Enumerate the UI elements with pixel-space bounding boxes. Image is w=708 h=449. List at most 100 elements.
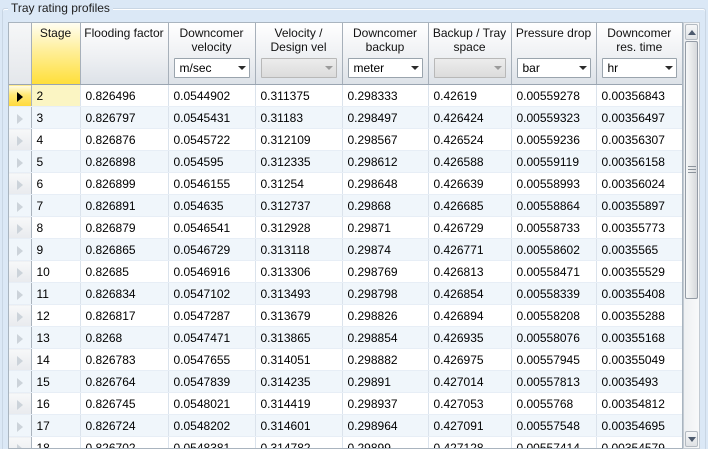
cell-backup_tray_space[interactable]: 0.426524 bbox=[428, 128, 512, 151]
cell-stage[interactable]: 4 bbox=[31, 128, 81, 151]
cell-downcomer_res_time[interactable]: 0.00355529 bbox=[596, 260, 682, 283]
cell-downcomer_velocity[interactable]: 0.0547287 bbox=[168, 304, 256, 327]
cell-stage[interactable]: 6 bbox=[31, 172, 81, 195]
cell-stage[interactable]: 12 bbox=[31, 304, 81, 327]
cell-flooding_factor[interactable]: 0.826702 bbox=[80, 436, 169, 448]
scroll-up-button[interactable] bbox=[685, 24, 698, 40]
cell-downcomer_res_time[interactable]: 0.00356843 bbox=[596, 84, 682, 107]
cell-downcomer_backup[interactable]: 0.298882 bbox=[342, 348, 429, 371]
cell-velocity_design_vel[interactable]: 0.312109 bbox=[255, 128, 343, 151]
cell-downcomer_velocity[interactable]: 0.0545431 bbox=[168, 106, 256, 129]
row-selector[interactable] bbox=[9, 304, 32, 327]
cell-downcomer_velocity[interactable]: 0.0547471 bbox=[168, 326, 256, 349]
cell-backup_tray_space[interactable]: 0.426975 bbox=[428, 348, 512, 371]
row-selector[interactable] bbox=[9, 194, 32, 217]
cell-downcomer_backup[interactable]: 0.29868 bbox=[342, 194, 429, 217]
cell-downcomer_res_time[interactable]: 0.00356158 bbox=[596, 150, 682, 173]
unit-selector-downcomer-res-time[interactable]: hr bbox=[601, 58, 677, 78]
cell-pressure_drop[interactable]: 0.00558076 bbox=[511, 326, 597, 349]
column-header-flooding-factor[interactable]: Flooding factor bbox=[80, 23, 169, 85]
cell-backup_tray_space[interactable]: 0.427091 bbox=[428, 414, 512, 437]
cell-downcomer_velocity[interactable]: 0.0548381 bbox=[168, 436, 256, 448]
cell-flooding_factor[interactable]: 0.826898 bbox=[80, 150, 169, 173]
cell-downcomer_backup[interactable]: 0.298964 bbox=[342, 414, 429, 437]
cell-downcomer_velocity[interactable]: 0.0545722 bbox=[168, 128, 256, 151]
cell-flooding_factor[interactable]: 0.826879 bbox=[80, 216, 169, 239]
cell-backup_tray_space[interactable]: 0.426854 bbox=[428, 282, 512, 305]
cell-downcomer_res_time[interactable]: 0.00356307 bbox=[596, 128, 682, 151]
row-selector[interactable] bbox=[9, 414, 32, 437]
cell-backup_tray_space[interactable]: 0.42619 bbox=[428, 84, 512, 107]
cell-flooding_factor[interactable]: 0.826817 bbox=[80, 304, 169, 327]
cell-velocity_design_vel[interactable]: 0.31254 bbox=[255, 172, 343, 195]
cell-downcomer_velocity[interactable]: 0.0547102 bbox=[168, 282, 256, 305]
scroll-down-button[interactable] bbox=[685, 431, 698, 447]
column-header-backup-tray-space[interactable]: Backup / Tray space bbox=[428, 23, 512, 85]
row-selector[interactable] bbox=[9, 172, 32, 195]
cell-downcomer_velocity[interactable]: 0.0547655 bbox=[168, 348, 256, 371]
column-header-stage[interactable]: Stage bbox=[31, 23, 81, 85]
row-selector[interactable] bbox=[9, 392, 32, 415]
row-selector[interactable] bbox=[9, 282, 32, 305]
cell-downcomer_velocity[interactable]: 0.0548021 bbox=[168, 392, 256, 415]
cell-downcomer_res_time[interactable]: 0.00355773 bbox=[596, 216, 682, 239]
cell-flooding_factor[interactable]: 0.826724 bbox=[80, 414, 169, 437]
cell-downcomer_backup[interactable]: 0.298798 bbox=[342, 282, 429, 305]
cell-downcomer_res_time[interactable]: 0.00355897 bbox=[596, 194, 682, 217]
cell-flooding_factor[interactable]: 0.82685 bbox=[80, 260, 169, 283]
cell-downcomer_res_time[interactable]: 0.00355049 bbox=[596, 348, 682, 371]
cell-pressure_drop[interactable]: 0.00558471 bbox=[511, 260, 597, 283]
cell-stage[interactable]: 7 bbox=[31, 194, 81, 217]
cell-velocity_design_vel[interactable]: 0.314601 bbox=[255, 414, 343, 437]
cell-pressure_drop[interactable]: 0.00558993 bbox=[511, 172, 597, 195]
cell-stage[interactable]: 17 bbox=[31, 414, 81, 437]
cell-downcomer_backup[interactable]: 0.29891 bbox=[342, 370, 429, 393]
cell-stage[interactable]: 3 bbox=[31, 106, 81, 129]
cell-downcomer_backup[interactable]: 0.298333 bbox=[342, 84, 429, 107]
cell-velocity_design_vel[interactable]: 0.314051 bbox=[255, 348, 343, 371]
cell-downcomer_backup[interactable]: 0.29874 bbox=[342, 238, 429, 261]
scrollbar-thumb[interactable] bbox=[685, 41, 698, 299]
cell-pressure_drop[interactable]: 0.0055768 bbox=[511, 392, 597, 415]
cell-pressure_drop[interactable]: 0.00558864 bbox=[511, 194, 597, 217]
cell-downcomer_velocity[interactable]: 0.0546729 bbox=[168, 238, 256, 261]
cell-downcomer_res_time[interactable]: 0.00354812 bbox=[596, 392, 682, 415]
cell-downcomer_res_time[interactable]: 0.00355168 bbox=[596, 326, 682, 349]
unit-selector-downcomer-backup[interactable]: meter bbox=[347, 58, 423, 78]
cell-flooding_factor[interactable]: 0.826797 bbox=[80, 106, 169, 129]
cell-velocity_design_vel[interactable]: 0.314419 bbox=[255, 392, 343, 415]
cell-backup_tray_space[interactable]: 0.426588 bbox=[428, 150, 512, 173]
column-header-downcomer-velocity[interactable]: Downcomer velocity m/sec bbox=[168, 23, 256, 85]
cell-velocity_design_vel[interactable]: 0.311375 bbox=[255, 84, 343, 107]
column-header-downcomer-res-time[interactable]: Downcomer res. time hr bbox=[596, 23, 682, 85]
cell-stage[interactable]: 2 bbox=[31, 84, 81, 107]
cell-downcomer_res_time[interactable]: 0.00354695 bbox=[596, 414, 682, 437]
cell-backup_tray_space[interactable]: 0.426894 bbox=[428, 304, 512, 327]
cell-velocity_design_vel[interactable]: 0.313306 bbox=[255, 260, 343, 283]
cell-flooding_factor[interactable]: 0.826783 bbox=[80, 348, 169, 371]
cell-velocity_design_vel[interactable]: 0.313679 bbox=[255, 304, 343, 327]
cell-velocity_design_vel[interactable]: 0.312737 bbox=[255, 194, 343, 217]
cell-downcomer_backup[interactable]: 0.29871 bbox=[342, 216, 429, 239]
cell-downcomer_backup[interactable]: 0.298567 bbox=[342, 128, 429, 151]
cell-velocity_design_vel[interactable]: 0.313493 bbox=[255, 282, 343, 305]
cell-pressure_drop[interactable]: 0.00557813 bbox=[511, 370, 597, 393]
cell-downcomer_backup[interactable]: 0.298937 bbox=[342, 392, 429, 415]
cell-flooding_factor[interactable]: 0.826899 bbox=[80, 172, 169, 195]
row-selector[interactable] bbox=[9, 84, 32, 107]
cell-backup_tray_space[interactable]: 0.426729 bbox=[428, 216, 512, 239]
row-selector[interactable] bbox=[9, 216, 32, 239]
row-selector[interactable] bbox=[9, 128, 32, 151]
cell-backup_tray_space[interactable]: 0.427128 bbox=[428, 436, 512, 448]
cell-flooding_factor[interactable]: 0.826834 bbox=[80, 282, 169, 305]
cell-downcomer_res_time[interactable]: 0.0035565 bbox=[596, 238, 682, 261]
cell-stage[interactable]: 9 bbox=[31, 238, 81, 261]
cell-downcomer_velocity[interactable]: 0.0546916 bbox=[168, 260, 256, 283]
cell-backup_tray_space[interactable]: 0.426771 bbox=[428, 238, 512, 261]
cell-downcomer_velocity[interactable]: 0.0547839 bbox=[168, 370, 256, 393]
cell-downcomer_backup[interactable]: 0.298854 bbox=[342, 326, 429, 349]
column-header-downcomer-backup[interactable]: Downcomer backup meter bbox=[342, 23, 429, 85]
cell-pressure_drop[interactable]: 0.00557548 bbox=[511, 414, 597, 437]
cell-downcomer_backup[interactable]: 0.298648 bbox=[342, 172, 429, 195]
cell-flooding_factor[interactable]: 0.8268 bbox=[80, 326, 169, 349]
